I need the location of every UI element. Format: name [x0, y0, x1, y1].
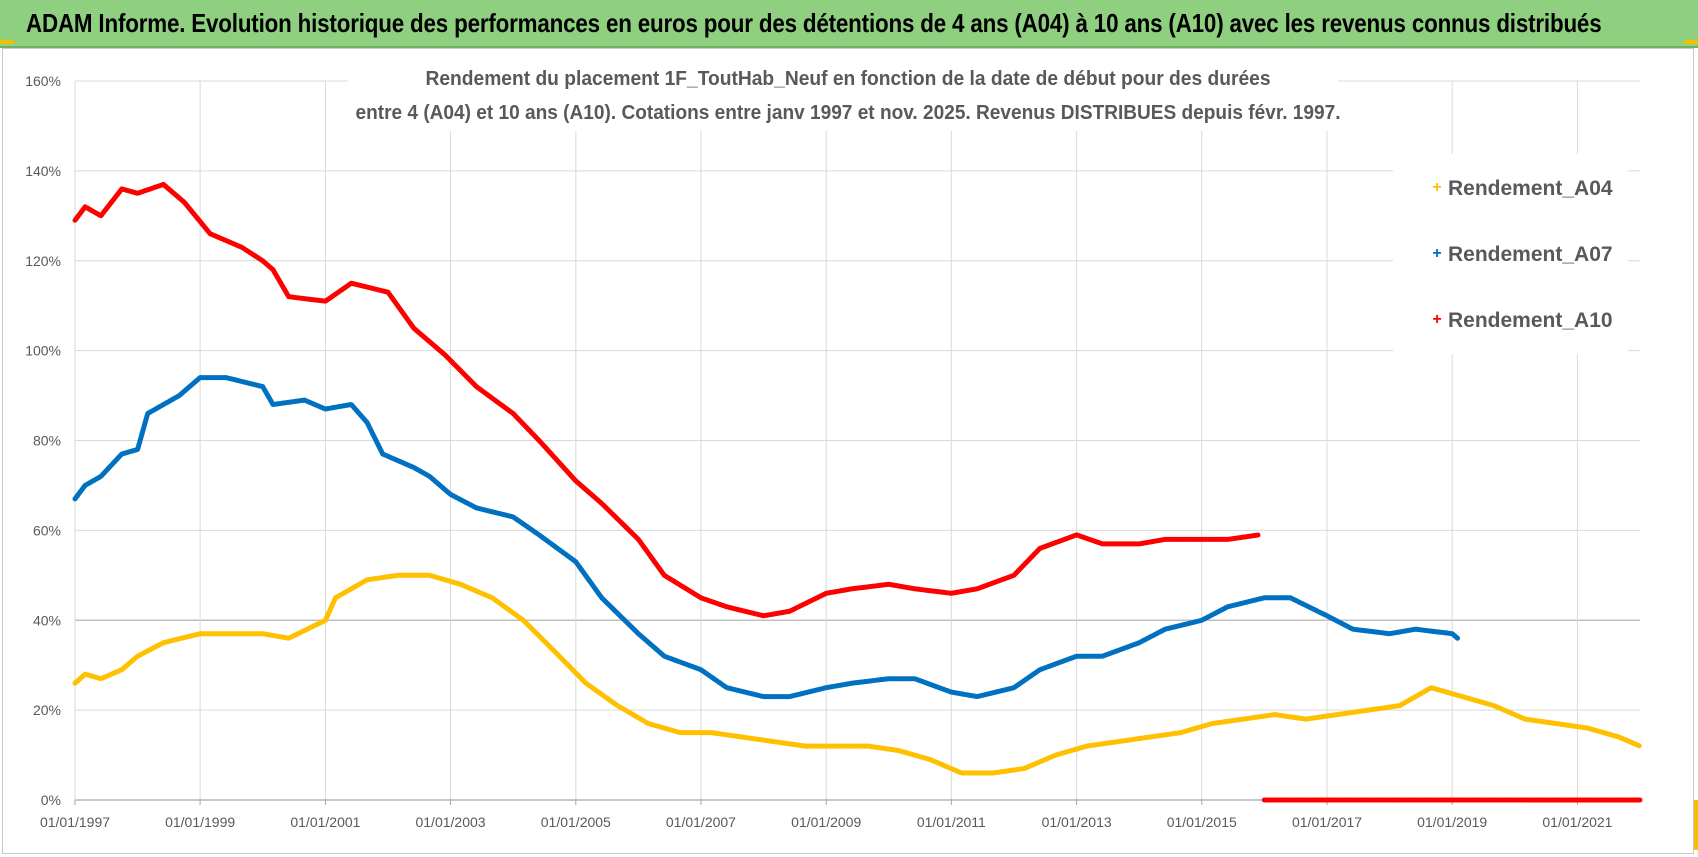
legend-label: Rendement_A10 — [1448, 309, 1613, 332]
legend-label: Rendement_A04 — [1448, 177, 1613, 200]
series-line-rendement-a10 — [72, 181, 1262, 619]
corner-accent-top-right — [1684, 40, 1698, 44]
y-tick-label: 160% — [25, 73, 61, 89]
x-tick-label: 01/01/2021 — [1542, 814, 1612, 830]
y-tick-label: 60% — [33, 522, 61, 538]
legend-marker: + — [1432, 245, 1441, 262]
y-tick-label: 0% — [41, 792, 61, 808]
x-tick-label: 01/01/2005 — [541, 814, 611, 830]
chart: 0% 20% 40% 60% 80% 100% 120% 140% 160% 01/01/1997… — [25, 59, 1643, 830]
x-tick-label: 01/01/2011 — [917, 814, 986, 830]
legend-marker: + — [1432, 311, 1441, 328]
y-tick-label: 120% — [25, 253, 61, 269]
x-tick-label: 01/01/1999 — [165, 814, 235, 830]
x-tick-label: 01/01/2017 — [1292, 814, 1362, 830]
y-tick-label: 100% — [25, 343, 61, 359]
x-tick-label: 01/01/2007 — [666, 814, 736, 830]
series-line-rendement-a04 — [72, 572, 1643, 776]
chart-title-background — [348, 59, 1338, 131]
x-tick-label: 01/01/2009 — [791, 814, 861, 830]
title-banner: ADAM Informe. Evolution historique des p… — [0, 0, 1698, 48]
x-tick-label: 01/01/1997 — [40, 814, 110, 830]
banner-title: ADAM Informe. Evolution historique des p… — [26, 8, 1602, 38]
x-tick-label: 01/01/2019 — [1417, 814, 1487, 830]
y-tick-label: 140% — [25, 163, 61, 179]
x-tick-label: 01/01/2001 — [290, 814, 360, 830]
x-tick-label: 01/01/2015 — [1167, 814, 1237, 830]
legend-marker: + — [1432, 179, 1441, 196]
legend-background — [1393, 154, 1628, 354]
y-tick-label: 80% — [33, 433, 61, 449]
legend-label: Rendement_A07 — [1448, 243, 1613, 266]
corner-accent-bottom-right — [1694, 800, 1698, 850]
x-tick-label: 01/01/2013 — [1042, 814, 1112, 830]
y-tick-label: 20% — [33, 702, 61, 718]
y-tick-label: 40% — [33, 612, 61, 628]
chart-title-line: Rendement du placement 1F_ToutHab_Neuf e… — [426, 68, 1271, 90]
chart-frame: 0% 20% 40% 60% 80% 100% 120% 140% 160% 01/01/1997… — [2, 48, 1694, 854]
corner-accent-top-left — [0, 40, 14, 44]
chart-title-line: entre 4 (A04) et 10 ans (A10). Cotations… — [356, 102, 1341, 124]
x-tick-label: 01/01/2003 — [415, 814, 485, 830]
series-line-rendement-a07 — [72, 375, 1460, 700]
